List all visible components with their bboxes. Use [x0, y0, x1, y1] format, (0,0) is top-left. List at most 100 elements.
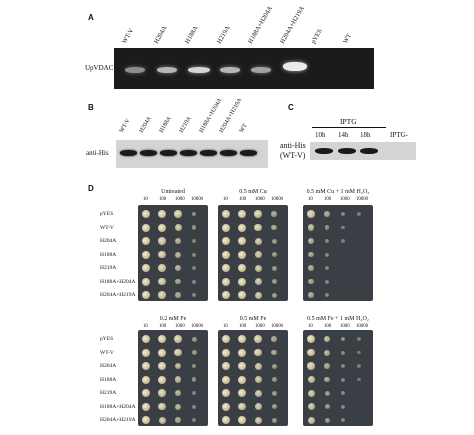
panel-a-row-label: UpVDAC — [85, 64, 114, 72]
yeast-spot — [142, 375, 150, 384]
yeast-spot — [341, 212, 345, 216]
yeast-spot — [192, 293, 196, 297]
yeast-spot — [307, 335, 315, 343]
panel-a-band — [251, 67, 271, 73]
yeast-spot — [158, 375, 166, 384]
yeast-spot — [238, 264, 246, 272]
yeast-spot — [175, 390, 181, 396]
yeast-spot — [142, 223, 150, 232]
dilution-label: 100 — [159, 197, 167, 202]
yeast-spot — [158, 402, 166, 411]
panel-a-lane-label: WT — [341, 32, 353, 45]
yeast-spot — [271, 265, 277, 271]
dilution-label: 10 — [223, 197, 228, 202]
spot-row-label: WT-V — [100, 224, 114, 231]
dilution-label: 1000 — [340, 324, 350, 329]
yeast-spot — [254, 278, 262, 285]
yeast-spot — [324, 390, 330, 396]
yeast-spot — [254, 335, 262, 343]
panel-b-lane-label: H188A — [158, 115, 173, 134]
yeast-spot — [308, 265, 314, 271]
yeast-spot — [254, 348, 262, 357]
yeast-spot — [191, 211, 197, 217]
condition-label: 0.5 mM Cu + 1 mM H₂O₂ — [306, 189, 370, 195]
panel-a-band — [125, 67, 145, 73]
yeast-spot — [254, 403, 262, 410]
yeast-spot — [271, 211, 277, 217]
panel-b-band — [160, 150, 177, 156]
dilution-label: 100 — [324, 197, 332, 202]
yeast-spot — [238, 210, 246, 218]
yeast-spot — [325, 239, 329, 243]
yeast-spot — [307, 210, 315, 218]
yeast-spot — [142, 402, 150, 411]
yeast-spot — [254, 362, 262, 370]
panel-a-lane-label: H188A+H204A — [246, 5, 274, 46]
yeast-spot — [142, 362, 150, 370]
spot-row-label: H188A+H204A — [100, 403, 136, 410]
yeast-spot — [142, 291, 150, 299]
panel-c-header-line — [312, 127, 386, 128]
yeast-spot — [222, 375, 230, 384]
yeast-spot — [175, 417, 181, 423]
agar-plate — [218, 205, 288, 301]
yeast-spot — [222, 223, 230, 232]
yeast-spot — [191, 363, 197, 369]
panel-a-lane-label: pYES — [309, 28, 324, 45]
panel-b-row-label: anti-His — [86, 149, 109, 157]
yeast-spot — [142, 210, 150, 218]
yeast-spot — [271, 279, 277, 284]
yeast-spot — [142, 264, 150, 272]
dilution-label: 10000 — [356, 324, 368, 329]
yeast-spot — [174, 224, 182, 231]
yeast-spot — [222, 402, 230, 411]
yeast-spot — [191, 225, 197, 230]
yeast-spot — [308, 251, 314, 258]
yeast-spot — [222, 264, 230, 272]
yeast-spot — [238, 389, 246, 397]
spot-row-label: H219A — [100, 390, 117, 396]
panel-a-lane-label: H219A — [215, 24, 232, 45]
yeast-spot — [324, 349, 330, 356]
dilution-label: 100 — [239, 197, 247, 202]
yeast-spot — [341, 391, 345, 395]
yeast-spot — [324, 404, 330, 409]
yeast-spot — [158, 416, 166, 424]
panel-b-lane-label: WT — [238, 122, 249, 134]
dilution-label: 10000 — [271, 197, 283, 202]
yeast-spot — [254, 210, 262, 218]
panel-c-neg-label: IPTG- — [390, 131, 408, 139]
panel-b-letter: B — [88, 103, 94, 112]
yeast-spot — [191, 350, 197, 355]
panel-b-blot — [116, 140, 268, 168]
yeast-spot — [307, 376, 315, 383]
yeast-spot — [357, 377, 361, 382]
yeast-spot — [175, 265, 181, 271]
panel-a-band — [219, 67, 240, 73]
yeast-spot — [308, 292, 314, 298]
yeast-spot — [238, 348, 246, 357]
yeast-spot — [192, 239, 196, 243]
panel-a-letter: A — [88, 13, 94, 22]
yeast-spot — [271, 349, 277, 356]
dilution-label: 1000 — [255, 197, 265, 202]
yeast-spot — [238, 402, 246, 411]
yeast-spot — [238, 291, 246, 299]
yeast-spot — [175, 292, 181, 298]
yeast-spot — [142, 250, 150, 259]
yeast-spot — [308, 278, 314, 285]
yeast-spot — [324, 225, 330, 230]
yeast-spot — [307, 362, 315, 370]
yeast-spot — [238, 375, 246, 384]
yeast-spot — [325, 252, 329, 257]
yeast-spot — [271, 377, 277, 382]
condition-label: 0.2 mM Fe — [159, 316, 187, 322]
spot-row-label: WT-V — [100, 349, 114, 356]
yeast-spot — [142, 277, 150, 286]
agar-plate — [303, 205, 373, 301]
yeast-spot — [271, 390, 277, 396]
yeast-spot — [238, 250, 246, 259]
panel-b-band — [200, 150, 217, 156]
yeast-spot — [254, 291, 262, 299]
spot-row-label: H204A+H219A — [100, 417, 136, 423]
